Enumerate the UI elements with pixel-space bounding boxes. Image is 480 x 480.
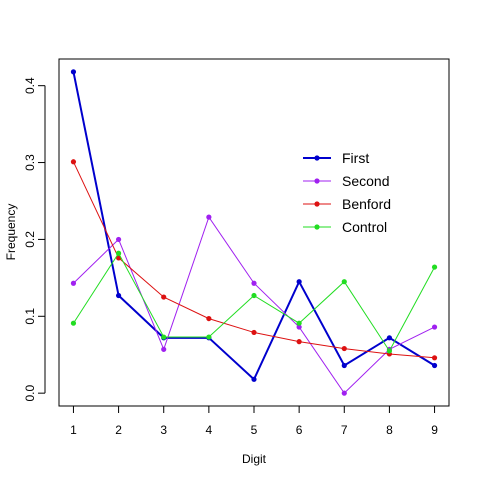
legend-label: First xyxy=(342,150,369,166)
data-point-control xyxy=(115,250,122,256)
y-tick-label: 0.3 xyxy=(23,154,37,171)
y-tick-label: 0.1 xyxy=(23,308,37,325)
data-point-control xyxy=(251,292,257,299)
data-point-benford xyxy=(251,329,257,336)
data-point-control xyxy=(70,320,77,326)
data-point-benford xyxy=(161,294,167,300)
data-point-benford xyxy=(206,315,212,322)
data-point-second xyxy=(296,324,302,330)
data-point-control xyxy=(161,334,167,340)
data-point-first xyxy=(70,69,77,75)
data-point-control xyxy=(296,320,302,326)
data-point-benford xyxy=(70,159,77,165)
data-point-first xyxy=(386,335,393,341)
data-point-second xyxy=(70,280,77,286)
x-tick-label: 4 xyxy=(206,423,213,437)
x-tick-label: 3 xyxy=(160,423,167,437)
legend-swatch-point xyxy=(314,201,320,207)
data-point-benford xyxy=(431,355,438,361)
data-point-control xyxy=(206,334,212,340)
y-tick-label: 0.0 xyxy=(23,384,37,401)
legend: First Second Benford Control xyxy=(303,150,391,235)
series-second xyxy=(70,214,438,396)
x-tick-label: 8 xyxy=(386,423,393,437)
series-line-benford xyxy=(72,161,435,359)
data-point-second xyxy=(115,236,122,243)
y-tick-label: 0.4 xyxy=(23,77,37,94)
data-point-second xyxy=(251,280,257,286)
data-point-first xyxy=(431,362,438,369)
series-layer xyxy=(70,69,438,396)
data-point-first xyxy=(251,376,257,382)
series-benford xyxy=(70,159,438,361)
data-point-second xyxy=(161,346,167,352)
x-tick-label: 1 xyxy=(70,423,77,437)
legend-item-second: Second xyxy=(303,173,389,189)
x-tick-label: 9 xyxy=(431,423,438,437)
data-point-benford xyxy=(296,339,302,345)
data-point-second xyxy=(431,324,438,330)
legend-label: Control xyxy=(342,219,387,235)
y-tick-label: 0.2 xyxy=(23,231,37,248)
legend-label: Benford xyxy=(342,196,391,212)
legend-item-benford: Benford xyxy=(303,196,391,212)
legend-swatch-point xyxy=(314,224,320,230)
y-axis: 0.0 0.1 0.2 0.3 0.4 xyxy=(23,77,46,402)
x-tick-label: 6 xyxy=(296,423,303,437)
data-point-first xyxy=(115,292,122,299)
legend-label: Second xyxy=(342,173,389,189)
legend-item-first: First xyxy=(303,150,369,166)
data-point-second xyxy=(206,214,212,220)
legend-swatch-point xyxy=(314,178,320,184)
data-point-control xyxy=(431,264,438,270)
data-point-benford xyxy=(341,345,347,352)
x-tick-label: 5 xyxy=(251,423,258,437)
y-axis-label: Frequency xyxy=(4,204,18,261)
data-point-first xyxy=(296,279,302,285)
x-tick-label: 7 xyxy=(341,423,348,437)
data-point-first xyxy=(341,362,347,369)
legend-swatch-point xyxy=(314,155,320,161)
series-line-control xyxy=(73,252,435,352)
data-point-control xyxy=(341,279,347,285)
data-point-second xyxy=(341,390,347,396)
x-tick-label: 2 xyxy=(115,423,122,437)
data-point-control xyxy=(386,348,393,354)
x-axis: 1 2 3 4 5 6 7 8 9 xyxy=(70,405,438,437)
legend-item-control: Control xyxy=(303,219,387,235)
x-axis-label: Digit xyxy=(242,452,267,466)
series-control xyxy=(70,250,438,354)
